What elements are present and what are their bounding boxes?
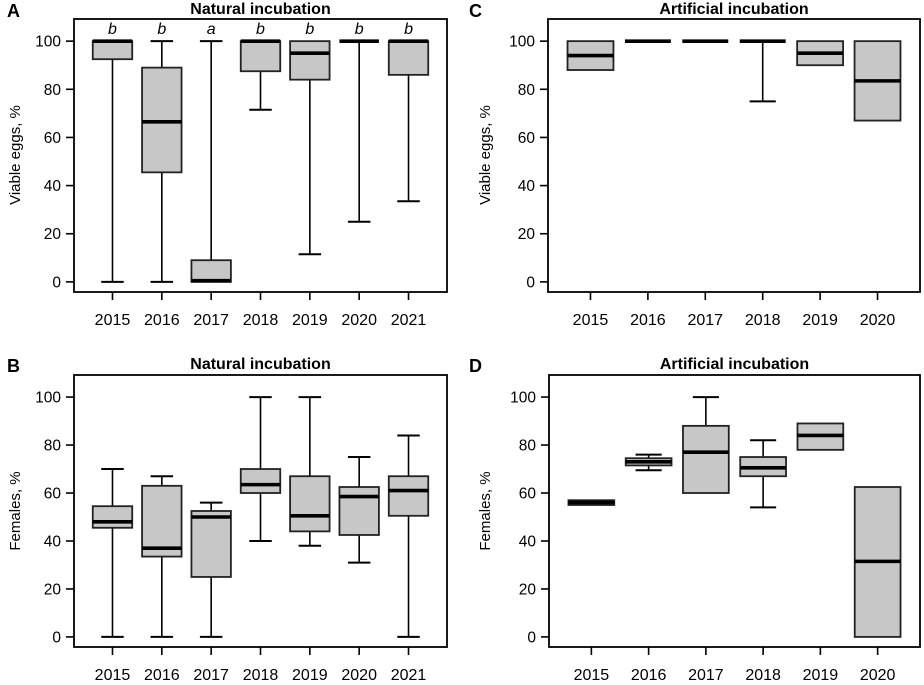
y-tick-label: 0 bbox=[52, 629, 61, 646]
panel-c-letter: C bbox=[469, 1, 482, 21]
panel-d-letter: D bbox=[469, 356, 482, 376]
sig-letter: a bbox=[207, 21, 216, 38]
x-tick-label: 2017 bbox=[193, 667, 229, 684]
iqr-box bbox=[289, 475, 331, 533]
sig-letter: b bbox=[256, 21, 265, 38]
x-tick-label: 2020 bbox=[860, 312, 896, 329]
y-tick-label: 100 bbox=[510, 390, 536, 407]
y-tick-label: 60 bbox=[519, 486, 537, 503]
x-tick-label: 2016 bbox=[144, 312, 180, 329]
x-tick-label: 2016 bbox=[144, 667, 180, 684]
y-tick-label: 20 bbox=[519, 581, 537, 598]
sig-letter: b bbox=[404, 21, 413, 38]
panel-c-plot: 0 20 40 60 80 100 2015 2016 2017 2018 2019 2020 bbox=[509, 18, 921, 329]
iqr-box bbox=[239, 468, 282, 494]
y-tick-label: 80 bbox=[44, 82, 62, 99]
x-tick-label: 2018 bbox=[243, 667, 279, 684]
x-tick-label: 2018 bbox=[745, 667, 781, 684]
y-tick-label: 20 bbox=[518, 226, 536, 243]
panel-b-title: Natural incubation bbox=[190, 356, 331, 373]
x-tick-label: 2019 bbox=[802, 312, 838, 329]
y-tick-label: 0 bbox=[527, 629, 536, 646]
iqr-box bbox=[239, 40, 282, 73]
x-tick-label: 2019 bbox=[803, 667, 839, 684]
y-tick-label: 60 bbox=[44, 486, 62, 503]
y-tick-label: 20 bbox=[44, 581, 62, 598]
panel-a-plot: 0 20 40 60 80 100 2015 b 2016 b 2017 a 2018 b 2019 b 202… bbox=[35, 18, 448, 329]
iqr-box bbox=[91, 505, 134, 529]
x-tick-label: 2020 bbox=[341, 312, 377, 329]
iqr-box bbox=[387, 40, 430, 76]
panel-b-letter: B bbox=[7, 356, 20, 376]
plot-frame bbox=[547, 18, 921, 293]
panel-c-title: Artificial incubation bbox=[659, 1, 809, 18]
y-tick-label: 40 bbox=[44, 178, 62, 195]
panel-d-y-axis-label: Females, % bbox=[477, 471, 494, 551]
panel-b-y-axis-label: Females, % bbox=[7, 471, 24, 551]
plot-frame bbox=[548, 374, 921, 648]
x-tick-label: 2015 bbox=[95, 667, 131, 684]
y-tick-label: 100 bbox=[35, 34, 61, 51]
x-tick-label: 2018 bbox=[243, 312, 279, 329]
y-tick-label: 80 bbox=[44, 438, 62, 455]
y-tick-label: 40 bbox=[519, 533, 537, 550]
panel-d-plot: 0 20 40 60 80 100 2015 2016 2017 2018 2019 2020 bbox=[510, 374, 921, 684]
panel-b-plot: 0 20 40 60 80 100 2015 2016 2017 2018 2019 2020 2021 bbox=[35, 374, 448, 684]
iqr-box bbox=[289, 40, 331, 81]
y-tick-label: 60 bbox=[44, 130, 62, 147]
x-tick-label: 2016 bbox=[630, 312, 666, 329]
x-tick-label: 2019 bbox=[292, 312, 328, 329]
panel-a-title: Natural incubation bbox=[190, 1, 331, 18]
sig-letter: b bbox=[305, 21, 314, 38]
x-tick-label: 2017 bbox=[687, 312, 723, 329]
y-tick-label: 0 bbox=[526, 274, 535, 291]
x-tick-label: 2021 bbox=[391, 312, 427, 329]
x-tick-label: 2016 bbox=[631, 667, 667, 684]
panel-a-letter: A bbox=[7, 1, 20, 21]
y-tick-label: 40 bbox=[44, 533, 62, 550]
x-tick-label: 2019 bbox=[292, 667, 328, 684]
iqr-box bbox=[190, 510, 232, 578]
y-tick-label: 100 bbox=[509, 34, 535, 51]
x-tick-label: 2021 bbox=[391, 667, 427, 684]
y-tick-label: 100 bbox=[35, 390, 61, 407]
iqr-box bbox=[141, 66, 183, 174]
panel-c-y-axis-label: Viable eggs, % bbox=[477, 105, 494, 205]
iqr-box bbox=[682, 424, 730, 494]
y-tick-label: 20 bbox=[44, 226, 62, 243]
x-tick-label: 2015 bbox=[574, 667, 610, 684]
sig-letter: b bbox=[108, 21, 117, 38]
y-tick-label: 60 bbox=[518, 130, 536, 147]
sig-letter: b bbox=[157, 21, 166, 38]
iqr-box bbox=[190, 259, 232, 283]
iqr-box bbox=[338, 486, 380, 536]
x-tick-label: 2018 bbox=[745, 312, 781, 329]
x-tick-label: 2017 bbox=[193, 312, 229, 329]
y-tick-label: 80 bbox=[518, 82, 536, 99]
iqr-box bbox=[141, 484, 183, 558]
y-tick-label: 0 bbox=[52, 274, 61, 291]
iqr-box bbox=[91, 40, 134, 61]
sig-letter: b bbox=[355, 21, 364, 38]
x-tick-label: 2020 bbox=[860, 667, 896, 684]
panel-d-title: Artificial incubation bbox=[659, 356, 810, 373]
x-tick-label: 2020 bbox=[341, 667, 377, 684]
x-tick-label: 2017 bbox=[688, 667, 724, 684]
x-tick-label: 2015 bbox=[573, 312, 609, 329]
x-tick-label: 2015 bbox=[95, 312, 131, 329]
iqr-box bbox=[387, 475, 430, 517]
y-tick-label: 40 bbox=[518, 178, 536, 195]
panel-a-y-axis-label: Viable eggs, % bbox=[7, 105, 24, 205]
y-tick-label: 80 bbox=[519, 438, 537, 455]
